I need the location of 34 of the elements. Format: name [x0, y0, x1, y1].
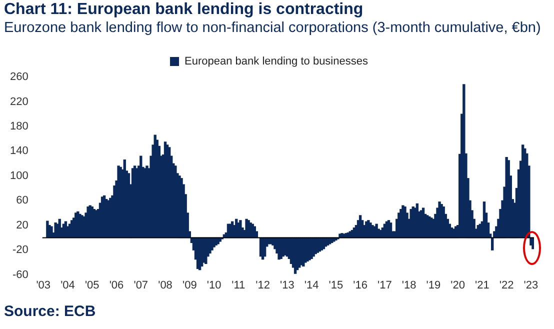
x-tick-label: '21 [475, 279, 490, 292]
x-tick-label: '19 [426, 279, 441, 292]
x-tick-label: '17 [378, 279, 392, 292]
x-tick-label: '09 [182, 279, 197, 292]
y-tick-label: 260 [10, 71, 28, 84]
x-tick-label: '23 [524, 279, 538, 292]
y-tick-label: 20 [16, 219, 28, 232]
x-tick-label: '18 [402, 279, 416, 292]
x-tick-label: '12 [256, 279, 270, 292]
x-tick-label: '20 [450, 279, 465, 292]
x-tick-label: '03 [36, 279, 51, 292]
x-tick-label: '15 [328, 279, 344, 292]
x-tick-label: '07 [134, 279, 148, 292]
chart-title: Chart 11: European bank lending is contracting [4, 1, 364, 19]
y-tick-label: 180 [10, 120, 28, 132]
y-tick-label: 100 [10, 170, 28, 182]
x-tick-label: '05 [84, 279, 100, 292]
x-tick-label: '08 [158, 279, 172, 292]
y-tick-label: -20 [12, 244, 28, 256]
x-tick-label: '16 [353, 279, 368, 292]
legend-label: European bank lending to businesses [184, 56, 368, 68]
y-tick-label: 60 [16, 194, 28, 207]
y-tick-label: -60 [12, 268, 28, 281]
x-tick-label: '06 [109, 279, 124, 292]
x-tick-label: '22 [499, 279, 514, 292]
y-tick-label: 220 [10, 96, 28, 108]
x-tick-label: '04 [60, 279, 75, 292]
y-tick-label: 140 [10, 145, 28, 158]
chart-subtitle: Eurozone bank lending flow to non-financial corporations (3-month cumulative, €bn) [4, 20, 541, 36]
x-tick-label: '10 [206, 279, 222, 292]
source-note: Source: ECB [4, 303, 96, 320]
x-tick-label: '13 [280, 279, 294, 292]
x-tick-label: '11 [232, 279, 246, 292]
x-tick-label: '14 [304, 279, 319, 292]
